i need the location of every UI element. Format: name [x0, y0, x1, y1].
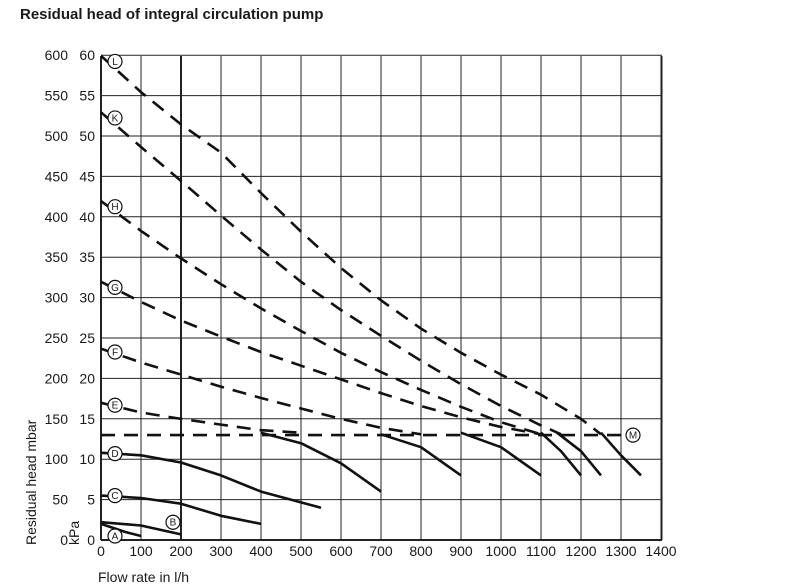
- marker-label: C: [111, 491, 118, 502]
- curve-marker-a: A: [107, 528, 123, 544]
- x-tick-label: 200: [169, 543, 193, 559]
- marker-label: F: [112, 347, 118, 358]
- curve-g-pump: [460, 431, 542, 477]
- marker-label: E: [112, 401, 119, 412]
- curve-c: [100, 494, 262, 526]
- marker-circle: [107, 53, 123, 70]
- y-tick-label-mbar: 350: [45, 249, 69, 265]
- x-tick-label: 0: [97, 543, 105, 559]
- curve-marker-h: H: [107, 199, 123, 215]
- x-tick-label: 1400: [645, 543, 676, 559]
- curve-f: [100, 347, 422, 436]
- y-tick-label-kpa: 0: [87, 532, 95, 548]
- y-tick-label-mbar: 150: [45, 411, 69, 427]
- curve-e: [100, 401, 302, 434]
- x-tick-label: 900: [449, 543, 473, 559]
- y-tick-label-kpa: 50: [79, 128, 95, 144]
- marker-circle: [625, 427, 641, 443]
- curve-b: [100, 520, 182, 536]
- curve-marker-b: B: [165, 514, 181, 530]
- y-tick-label-kpa: 10: [79, 451, 95, 467]
- chart-series: [100, 54, 642, 538]
- y-tick-label-kpa: 30: [79, 290, 95, 306]
- x-tick-label: 1200: [565, 543, 596, 559]
- x-tick-label: 500: [289, 543, 313, 559]
- marker-label: D: [111, 449, 118, 460]
- marker-circle: [107, 488, 123, 504]
- x-tick-label: 300: [209, 543, 233, 559]
- curve-l-pump: [600, 431, 642, 477]
- marker-circle: [107, 397, 123, 413]
- y-tick-label-mbar: 50: [52, 492, 68, 508]
- chart-grid: [100, 54, 663, 541]
- x-tick-label: 400: [249, 543, 273, 559]
- page-title: Residual head of integral circulation pu…: [20, 6, 324, 23]
- curve-marker-e: E: [107, 397, 123, 413]
- y-tick-label-kpa: 55: [79, 88, 95, 104]
- curve-a: [100, 522, 142, 538]
- chart-ticks: 0 100 200 300 400 500 600 700 800 900 1000 1100 1200…: [45, 47, 677, 559]
- y-tick-label-mbar: 250: [45, 330, 69, 346]
- curve-marker-l: L: [107, 53, 123, 70]
- y-tick-label-kpa: 35: [79, 249, 95, 265]
- y-tick-label-mbar: 400: [45, 209, 69, 225]
- x-axis-label: Flow rate in l/h: [98, 569, 189, 585]
- y-tick-label-kpa: 20: [79, 370, 95, 386]
- marker-label: K: [112, 113, 119, 124]
- y-axis-label-kpa: kPa: [66, 521, 82, 545]
- curve-f-pump: [380, 433, 462, 477]
- marker-label: A: [112, 531, 119, 542]
- curve-marker-c: C: [107, 488, 123, 504]
- curve-marker-g: G: [107, 279, 123, 296]
- y-tick-label-kpa: 60: [79, 47, 95, 63]
- curve-marker-m: M: [625, 427, 641, 443]
- curve-marker-f: F: [107, 344, 123, 360]
- y-tick-label-kpa: 45: [79, 168, 95, 184]
- x-tick-label: 1000: [485, 543, 516, 559]
- y-tick-label-mbar: 600: [45, 47, 69, 63]
- x-tick-label: 1300: [605, 543, 636, 559]
- y-tick-label-mbar: 200: [45, 370, 69, 386]
- x-tick-label: 100: [129, 543, 153, 559]
- marker-label: G: [111, 283, 119, 294]
- x-tick-label: 800: [409, 543, 433, 559]
- marker-label: L: [112, 57, 118, 68]
- curve-d: [100, 451, 322, 509]
- y-tick-label-kpa: 25: [79, 330, 95, 346]
- marker-circle: [107, 110, 123, 126]
- curve-marker-d: D: [107, 446, 123, 462]
- marker-label: H: [111, 202, 118, 213]
- curve-k-pump: [556, 431, 603, 477]
- y-tick-label-mbar: 450: [45, 168, 69, 184]
- marker-circle: [107, 199, 123, 215]
- curve-h-pump: [540, 431, 583, 477]
- marker-label: M: [629, 431, 637, 442]
- x-tick-label: 1100: [526, 543, 556, 559]
- curve-l: [100, 54, 602, 436]
- chart-markers: A B C D E F G H K L M: [107, 53, 641, 544]
- curve-h: [100, 200, 542, 436]
- y-tick-label-mbar: 500: [45, 128, 69, 144]
- curve-e-pump: [260, 431, 382, 493]
- x-tick-label: 700: [369, 543, 393, 559]
- y-tick-label-mbar: 300: [45, 290, 69, 306]
- y-tick-label-kpa: 15: [79, 411, 95, 427]
- y-axis-label-mbar: Residual head mbar: [23, 419, 39, 545]
- curve-g: [100, 280, 542, 436]
- marker-circle: [165, 514, 181, 530]
- marker-circle: [107, 446, 123, 462]
- marker-label: B: [170, 518, 177, 529]
- y-tick-label-mbar: 0: [60, 532, 68, 548]
- y-tick-label-mbar: 550: [45, 88, 69, 104]
- marker-circle: [107, 528, 123, 544]
- x-tick-label: 600: [329, 543, 353, 559]
- curve-marker-k: K: [107, 110, 123, 126]
- y-tick-label-mbar: 100: [45, 451, 69, 467]
- curve-k: [100, 111, 562, 436]
- y-tick-label-kpa: 5: [87, 492, 95, 508]
- marker-circle: [107, 279, 123, 296]
- y-tick-label-kpa: 40: [79, 209, 95, 225]
- marker-circle: [107, 344, 123, 360]
